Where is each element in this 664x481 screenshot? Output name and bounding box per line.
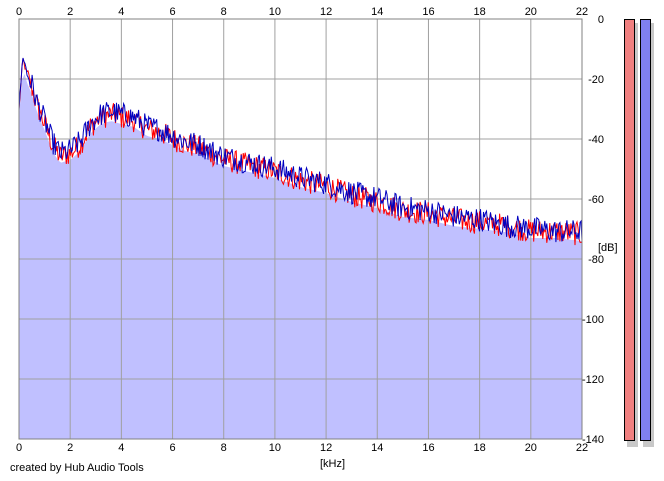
y-tick-label: 0 <box>598 14 604 26</box>
x-tick-label-bottom: 20 <box>525 442 537 454</box>
y-tick-label: -20 <box>588 74 604 86</box>
left-level-meter <box>624 19 635 441</box>
x-tick-label-top: 22 <box>576 6 588 18</box>
x-axis-bottom-ticks: 0 2 4 6 8 10 12 14 16 18 20 22 <box>16 442 588 454</box>
x-tick-label-bottom: 18 <box>474 442 486 454</box>
x-tick-label-bottom: 22 <box>576 442 588 454</box>
y-axis-right-ticks: 0 -20 -40 -60 -80 -100 -120 -140 <box>582 14 604 446</box>
x-tick-label-top: 14 <box>371 6 383 18</box>
right-level-meter <box>640 19 651 441</box>
plot-border <box>18 18 583 440</box>
series-line-left <box>18 58 583 246</box>
x-tick-label-bottom: 10 <box>269 442 281 454</box>
y-tick-label: -80 <box>588 254 604 266</box>
series-line-right <box>18 57 583 243</box>
x-axis-label: [kHz] <box>320 458 345 470</box>
x-tick-label-top: 12 <box>320 6 332 18</box>
fill-area <box>19 74 582 439</box>
y-axis-label: [dB] <box>598 242 618 254</box>
credit-text: created by Hub Audio Tools <box>10 462 144 474</box>
y-tick-label: -100 <box>582 314 604 326</box>
x-tick-label-top: 0 <box>16 6 22 18</box>
x-tick-label-top: 8 <box>221 6 227 18</box>
x-tick-label-top: 20 <box>525 6 537 18</box>
x-tick-label-top: 10 <box>269 6 281 18</box>
y-tick-label: -120 <box>582 374 604 386</box>
x-tick-label-bottom: 12 <box>320 442 332 454</box>
x-tick-label-top: 16 <box>422 6 434 18</box>
x-tick-label-top: 6 <box>169 6 175 18</box>
x-tick-label-top: 4 <box>118 6 124 18</box>
x-tick-label-bottom: 4 <box>118 442 124 454</box>
x-tick-label-bottom: 8 <box>221 442 227 454</box>
y-tick-label: -60 <box>588 194 604 206</box>
x-tick-label-top: 18 <box>474 6 486 18</box>
spectrum-fill-area <box>19 74 582 439</box>
y-tick-label: -140 <box>582 434 604 446</box>
x-tick-label-bottom: 0 <box>16 442 22 454</box>
x-tick-label-bottom: 14 <box>371 442 383 454</box>
x-tick-label-top: 2 <box>67 6 73 18</box>
x-tick-label-bottom: 2 <box>67 442 73 454</box>
x-tick-label-bottom: 6 <box>169 442 175 454</box>
x-tick-label-bottom: 16 <box>422 442 434 454</box>
series-lines <box>18 57 583 246</box>
y-tick-label: -40 <box>588 134 604 146</box>
x-axis-top-ticks: 0 2 4 6 8 10 12 14 16 18 20 22 <box>16 6 588 18</box>
